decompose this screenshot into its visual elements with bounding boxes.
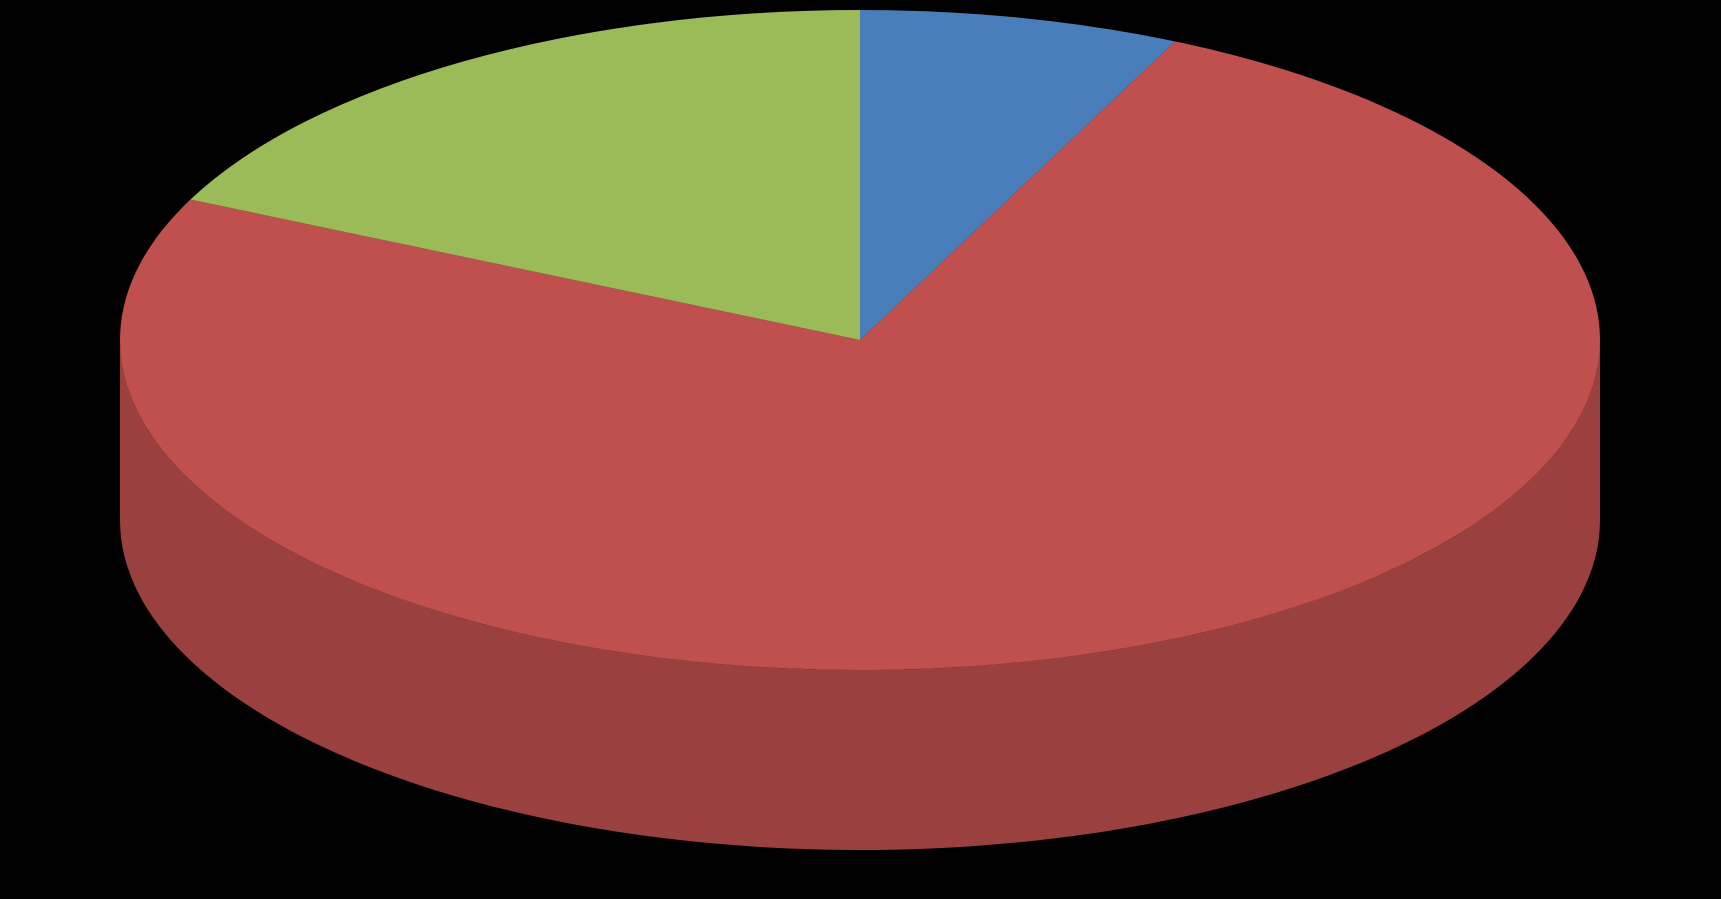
- pie-chart-3d: [0, 0, 1721, 899]
- pie-chart-svg: [0, 0, 1721, 899]
